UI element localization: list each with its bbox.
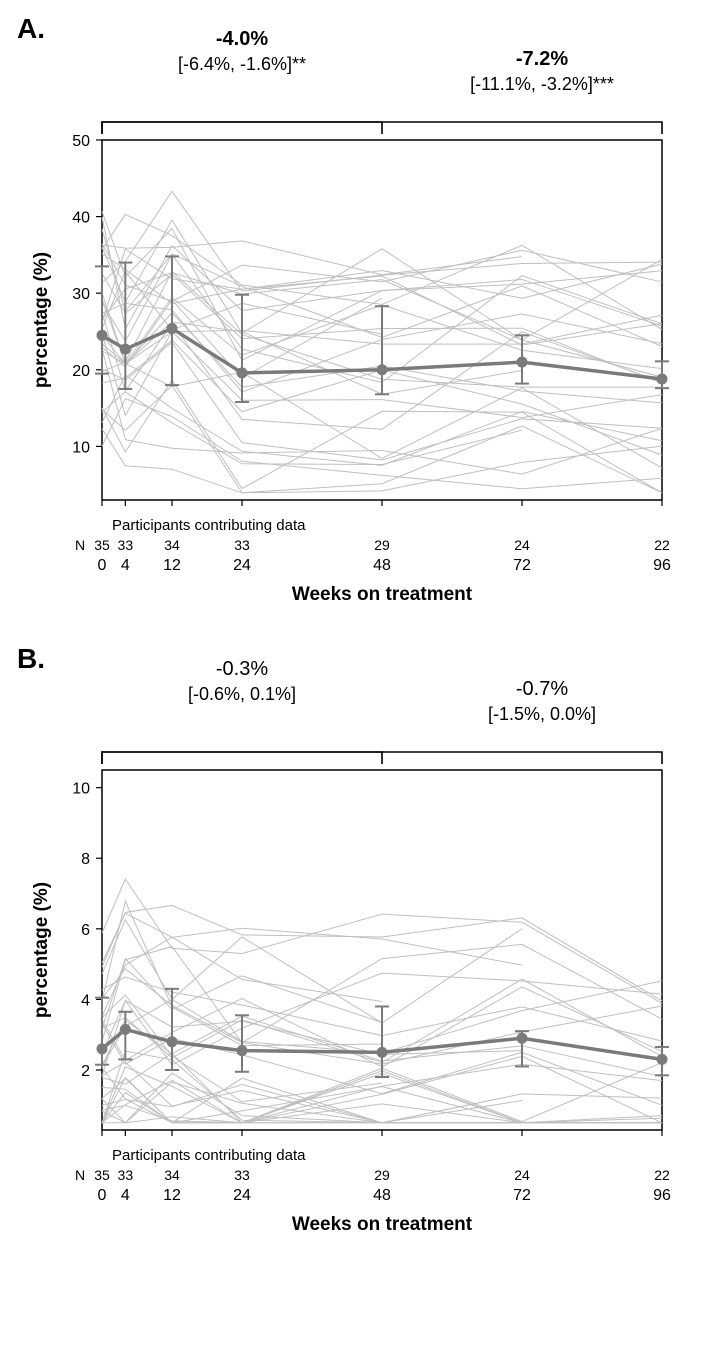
xtick-label: 4	[121, 1187, 130, 1204]
sig-ci: [-6.4%, -1.6%]**	[178, 54, 306, 74]
ytick-label: 30	[72, 286, 90, 303]
y-axis-label: percentage (%)	[31, 252, 52, 388]
mean-point	[377, 364, 388, 375]
sig-main: -0.7%	[516, 678, 568, 700]
n-count: 35	[94, 1167, 110, 1183]
n-count: 22	[654, 1167, 670, 1183]
panel-label: A.	[17, 13, 45, 44]
sig-main: -0.3%	[216, 658, 268, 680]
n-count: 29	[374, 537, 390, 553]
ytick-label: 40	[72, 210, 90, 227]
n-count: 29	[374, 1167, 390, 1183]
sig-main: -7.2%	[516, 48, 568, 70]
mean-point	[167, 323, 178, 334]
mean-point	[237, 1045, 248, 1056]
individual-line	[102, 937, 382, 1016]
ytick-label: 4	[81, 992, 90, 1009]
xtick-label: 12	[163, 1187, 181, 1204]
ytick-label: 20	[72, 363, 90, 380]
panel-A: 10 20 30 40 50 percentage (%) 0 35 4 33 12 34 24 33 48…	[12, 10, 712, 620]
mean-point	[517, 357, 528, 368]
panel-label: B.	[17, 643, 45, 674]
chart-A: 10 20 30 40 50 percentage (%) 0 35 4 33 12 34 24 33 48…	[12, 10, 682, 620]
contrib-text: Participants contributing data	[112, 517, 306, 534]
n-count: 22	[654, 537, 670, 553]
n-symbol: N	[75, 537, 85, 553]
chart-B: 246810percentage (%)03543312342433482972…	[12, 640, 682, 1250]
ytick-label: 6	[81, 922, 90, 939]
sig-bracket	[102, 122, 382, 134]
n-count: 33	[234, 1167, 250, 1183]
mean-point	[167, 1036, 178, 1047]
mean-point	[517, 1033, 528, 1044]
mean-point	[120, 344, 131, 355]
ytick-label: 10	[72, 439, 90, 456]
xtick-label: 48	[373, 1187, 391, 1204]
x-axis-label: Weeks on treatment	[292, 584, 473, 605]
xtick-label: 72	[513, 557, 531, 574]
sig-ci: [-0.6%, 0.1%]	[188, 684, 296, 704]
mean-point	[97, 330, 108, 341]
individual-line	[102, 426, 662, 493]
mean-point	[120, 1024, 131, 1035]
xtick-label: 4	[121, 557, 130, 574]
ytick-label: 8	[81, 851, 90, 868]
mean-point	[97, 1043, 108, 1054]
n-symbol: N	[75, 1167, 85, 1183]
x-axis-label: Weeks on treatment	[292, 1214, 473, 1235]
n-count: 33	[234, 537, 250, 553]
sig-ci: [-11.1%, -3.2%]***	[470, 74, 614, 94]
sig-ci: [-1.5%, 0.0%]	[488, 704, 596, 724]
ytick-label: 2	[81, 1063, 90, 1080]
individual-line	[102, 879, 662, 1003]
xtick-label: 48	[373, 557, 391, 574]
n-count: 24	[514, 537, 530, 553]
xtick-label: 24	[233, 1187, 251, 1204]
sig-bracket	[102, 752, 382, 764]
y-axis-label: percentage (%)	[31, 882, 52, 1018]
xtick-label: 96	[653, 557, 671, 574]
sig-main: -4.0%	[216, 28, 268, 50]
ytick-label: 50	[72, 133, 90, 150]
n-count: 35	[94, 537, 110, 553]
mean-point	[657, 373, 668, 384]
individual-line	[102, 380, 662, 493]
xtick-label: 24	[233, 557, 251, 574]
individual-line	[102, 1071, 662, 1123]
mean-point	[237, 367, 248, 378]
mean-point	[377, 1047, 388, 1058]
xtick-label: 12	[163, 557, 181, 574]
n-count: 33	[118, 1167, 134, 1183]
individual-line	[102, 1087, 662, 1123]
contrib-text: Participants contributing data	[112, 1147, 306, 1164]
n-count: 34	[164, 537, 180, 553]
panel-B: 246810percentage (%)03543312342433482972…	[12, 640, 712, 1250]
n-count: 33	[118, 537, 134, 553]
individual-line	[102, 244, 662, 302]
individual-line	[102, 399, 662, 489]
individual-line	[102, 920, 522, 1023]
ytick-label: 10	[72, 781, 90, 798]
xtick-label: 0	[98, 557, 107, 574]
individual-line	[102, 913, 522, 965]
mean-point	[657, 1054, 668, 1065]
xtick-label: 96	[653, 1187, 671, 1204]
xtick-label: 72	[513, 1187, 531, 1204]
figure-container: 1020304050percentage (%)0354331234243348…	[12, 10, 712, 1250]
n-count: 24	[514, 1167, 530, 1183]
n-count: 34	[164, 1167, 180, 1183]
xtick-label: 0	[98, 1187, 107, 1204]
